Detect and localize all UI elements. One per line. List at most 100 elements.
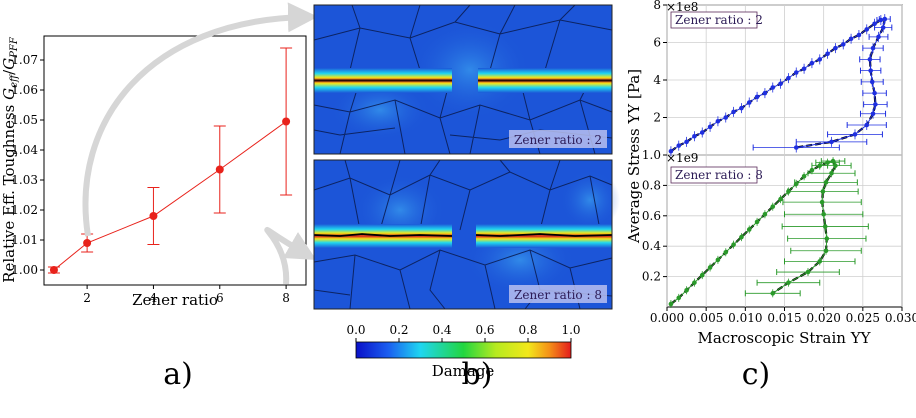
- data-point: [770, 204, 776, 209]
- caption-zener-8: Zener ratio : 8: [514, 288, 602, 302]
- data-point: [746, 100, 752, 105]
- data-point: [840, 42, 846, 47]
- data-point: [668, 148, 674, 154]
- data-point: [817, 57, 823, 62]
- x-tick-label: 0.000: [650, 311, 684, 325]
- chart-c-xlabel: Macroscopic Strain YY: [697, 329, 871, 347]
- legend-top-label: Zener ratio : 2: [675, 13, 763, 27]
- multiplier-bottom: ×1e9: [666, 151, 698, 165]
- y-tick-label: 1.0: [642, 148, 661, 162]
- x-tick-label: 4: [150, 291, 158, 305]
- data-point: [723, 249, 729, 255]
- y-tick-label: 1.06: [11, 83, 38, 97]
- colorbar-tick-label: 0.4: [432, 323, 451, 337]
- y-tick-label: 1.01: [11, 233, 38, 247]
- y-tick-label: 1.04: [11, 143, 38, 157]
- data-point: [833, 163, 838, 168]
- data-point: [882, 16, 888, 22]
- chart-a-ylabel: Relative Eff. Toughness Geff/GPFF: [0, 36, 20, 283]
- panel-label-b: b): [462, 357, 493, 392]
- x-tick-label: 0.025: [846, 311, 880, 325]
- data-point: [819, 199, 825, 205]
- colorbar-tick-label: 0.6: [475, 323, 494, 337]
- data-point: [684, 139, 689, 145]
- data-point: [762, 90, 768, 96]
- data-point: [833, 45, 838, 51]
- data-point: [856, 32, 862, 38]
- panel-label-a: a): [163, 357, 193, 392]
- x-tick-label: 0.015: [767, 311, 801, 325]
- y-tick-label: 4: [653, 73, 661, 87]
- chart-a-frame: [43, 35, 307, 286]
- data-point: [778, 196, 783, 202]
- panel-label-c: c): [742, 357, 771, 392]
- data-point: [872, 21, 877, 27]
- data-point: [83, 239, 92, 247]
- data-point: [824, 236, 830, 241]
- data-point: [778, 81, 783, 87]
- data-point: [867, 57, 873, 62]
- data-point: [873, 102, 878, 107]
- data-point: [868, 68, 873, 73]
- data-point: [746, 227, 752, 232]
- y-tick-label: 1.07: [11, 53, 38, 67]
- damage-field-zener-2: Zener ratio : 2: [313, 4, 613, 155]
- data-point: [699, 130, 705, 135]
- data-point: [739, 234, 744, 240]
- data-point: [699, 272, 705, 278]
- data-point: [822, 224, 828, 229]
- data-point: [715, 118, 721, 124]
- colorbar-tick-label: 0.2: [389, 323, 408, 337]
- data-point: [707, 265, 713, 270]
- toughness-series-line: [53, 121, 287, 271]
- data-point: [715, 257, 721, 263]
- data-point: [692, 133, 697, 139]
- data-point: [870, 111, 876, 117]
- colorbar-tick-label: 1.0: [561, 323, 580, 337]
- y-tick-label: 1.02: [11, 203, 38, 217]
- data-point: [668, 301, 674, 307]
- arrow-to-zener-8: [264, 227, 317, 285]
- x-tick-label: 8: [282, 291, 290, 305]
- data-point: [825, 51, 830, 57]
- data-point: [793, 70, 799, 75]
- data-point: [723, 115, 729, 120]
- data-point: [852, 132, 858, 137]
- y-tick-label: 1.05: [11, 113, 38, 127]
- y-tick-label: 6: [653, 36, 661, 50]
- chart-c-ylabel: Average Stress YY [Pa]: [625, 69, 643, 244]
- data-point: [754, 219, 760, 225]
- x-tick-label: 6: [216, 291, 224, 305]
- data-point: [830, 158, 836, 164]
- x-tick-label: 0.005: [689, 311, 723, 325]
- y-tick-label: 0.2: [642, 270, 661, 284]
- data-point: [786, 75, 791, 81]
- data-point: [49, 266, 58, 274]
- y-tick-label: 1.00: [11, 263, 38, 277]
- data-point: [870, 45, 876, 51]
- data-point: [754, 94, 760, 100]
- y-tick-label: 0.6: [642, 209, 661, 223]
- colorbar-tick-label: 0.8: [518, 323, 537, 337]
- data-point: [801, 66, 807, 72]
- data-point: [786, 280, 791, 285]
- damage-fields: Zener ratio : 2 Zener ratio : 8 0.0 0.2 0.…: [313, 4, 620, 380]
- data-point: [821, 211, 826, 217]
- data-point: [876, 34, 881, 40]
- y-tick-label: 8: [653, 0, 661, 12]
- caption-zener-2: Zener ratio : 2: [514, 133, 602, 147]
- data-point: [684, 287, 689, 293]
- data-point: [739, 105, 744, 111]
- y-tick-label: 1.03: [11, 173, 38, 187]
- data-point: [864, 122, 870, 128]
- data-point: [707, 124, 713, 130]
- data-point: [282, 117, 291, 126]
- damage-colorbar: 0.0 0.2 0.4 0.6 0.8 1.0 Damage: [346, 323, 580, 380]
- y-tick-label: 0.4: [642, 239, 661, 253]
- data-point: [770, 85, 776, 90]
- data-point: [676, 295, 682, 301]
- data-point: [823, 180, 829, 185]
- multiplier-top: ×1e8: [666, 0, 698, 14]
